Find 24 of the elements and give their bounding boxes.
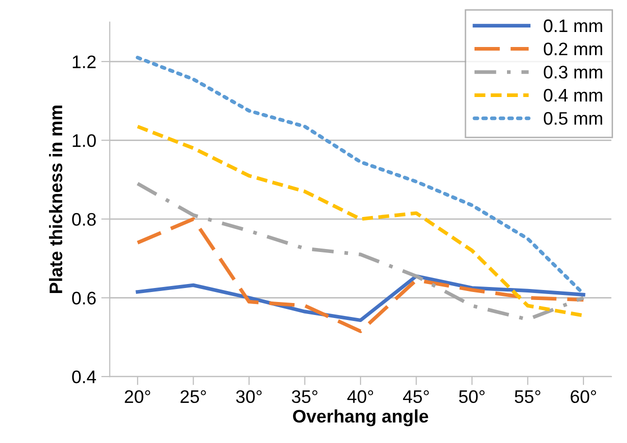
x-tick-label: 45° (403, 390, 429, 404)
x-tick-label: 20° (124, 390, 150, 404)
y-axis-title: Plate thickness in mm (49, 106, 62, 293)
x-tick-label: 60° (570, 390, 596, 404)
line-series (136, 274, 586, 322)
x-tick-label: 40° (347, 390, 374, 404)
legend-label: 0.2 mm (544, 42, 602, 56)
line-series (136, 182, 586, 322)
y-tick-label: 1.2 (72, 55, 96, 68)
x-tick-label: 50° (459, 390, 485, 404)
y-tick-label: 0.8 (72, 212, 96, 226)
y-tick-label: 1.0 (72, 134, 96, 148)
y-tick-label: 0.6 (72, 292, 96, 305)
x-tick-label: 35° (292, 390, 318, 404)
x-tick-label: 30° (236, 390, 262, 404)
legend-label: 0.1 mm (544, 19, 602, 32)
line-series (136, 217, 586, 334)
x-tick-label: 55° (514, 390, 540, 404)
x-axis-title: Overhang angle (293, 409, 428, 426)
legend-label: 0.4 mm (544, 88, 602, 102)
legend-label: 0.3 mm (544, 66, 602, 79)
x-tick-label: 25° (180, 390, 206, 404)
legend-label: 0.5 mm (544, 112, 602, 125)
y-tick-label: 0.4 (72, 370, 96, 384)
